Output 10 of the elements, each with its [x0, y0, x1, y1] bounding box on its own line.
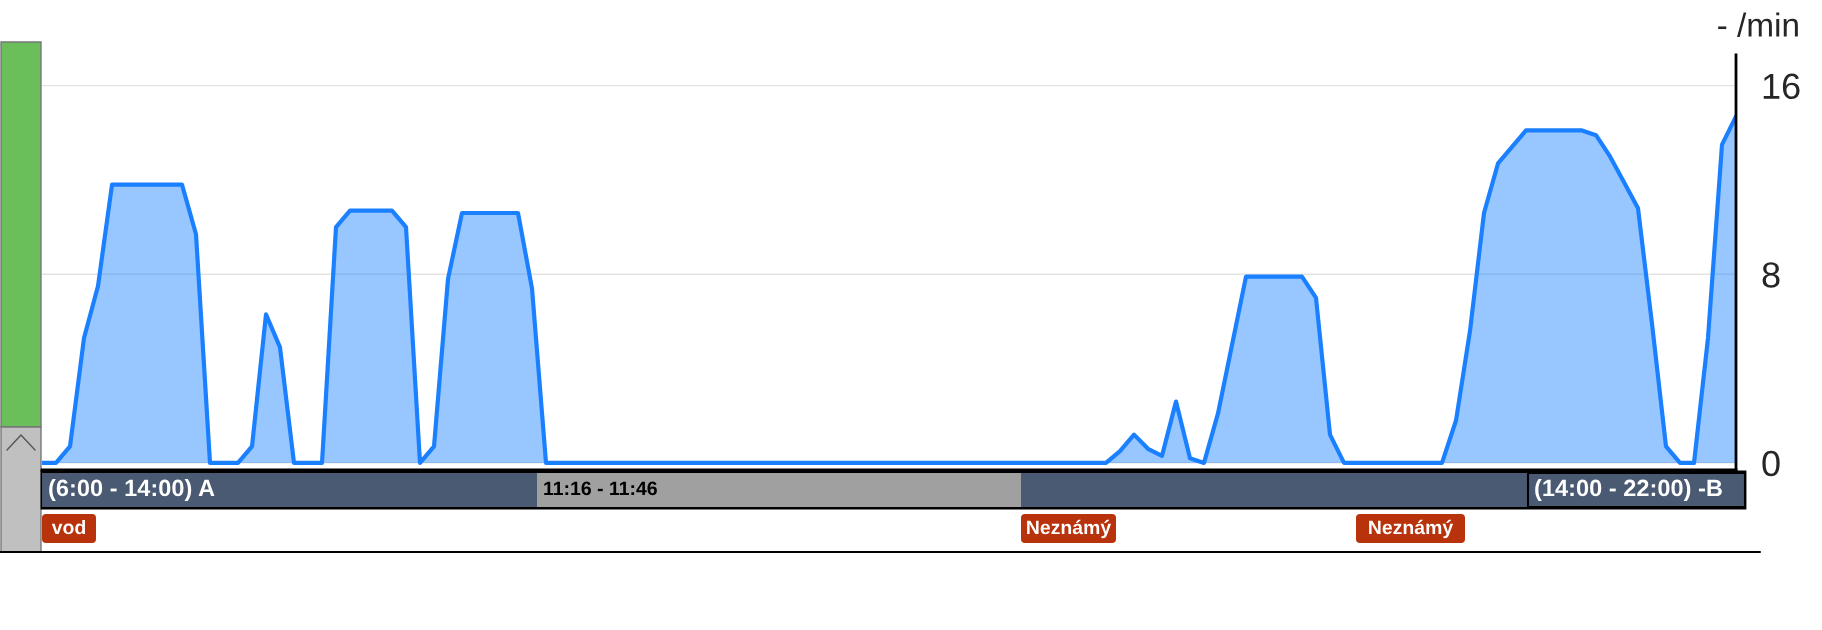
- text: vod: [51, 519, 86, 535]
- text: Neznámý: [1369, 519, 1454, 539]
- y-tick-label: 0: [1762, 450, 1780, 477]
- y-axis-title: - /min: [1718, 12, 1798, 37]
- text: 11:16 - 11:46: [544, 481, 657, 496]
- text: (14:00 - 22:00) -B: [1535, 478, 1722, 502]
- text: (6:00 - 14:00) A: [49, 478, 215, 502]
- y-tick-label: 16: [1763, 73, 1800, 100]
- text: Neznámý: [1027, 519, 1112, 539]
- y-tick-label: 8: [1762, 262, 1780, 288]
